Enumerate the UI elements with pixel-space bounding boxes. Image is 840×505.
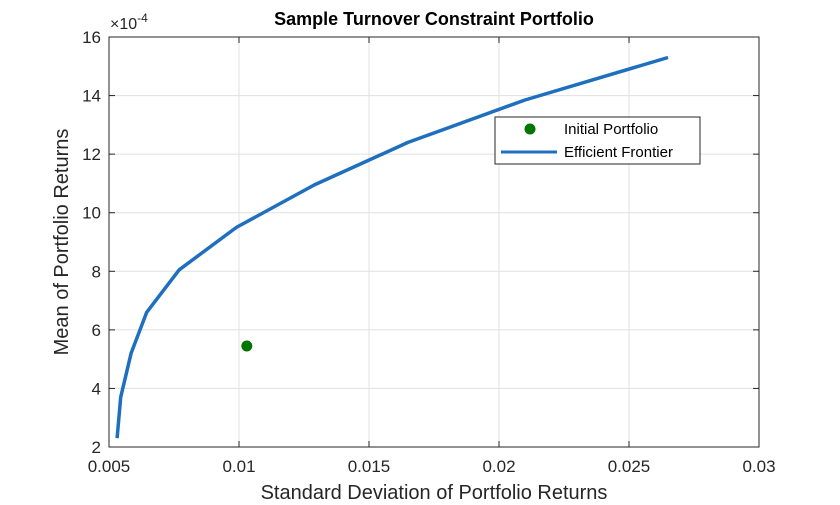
plot-content	[115, 55, 669, 439]
x-tick-label: 0.015	[348, 457, 391, 476]
y-tick-label: 6	[92, 321, 101, 340]
initial-portfolio-point	[241, 340, 253, 352]
ticks	[108, 36, 760, 448]
plot-area	[109, 37, 759, 447]
y-tick-label: 10	[82, 204, 101, 223]
y-tick-label: 8	[92, 262, 101, 281]
legend-marker-initial-portfolio	[524, 123, 536, 135]
efficient-frontier-line	[115, 55, 669, 439]
x-axis-label: Standard Deviation of Portfolio Returns	[261, 482, 608, 504]
y-tick-label: 16	[82, 28, 101, 47]
y-exponent-base: ×10	[110, 16, 137, 33]
x-tick-label: 0.03	[742, 457, 775, 476]
x-tick-label: 0.02	[482, 457, 515, 476]
y-axis-label: Mean of Portfolio Returns	[51, 129, 73, 356]
x-tick-label: 0.01	[222, 457, 255, 476]
tick-labels: 0.005 0.01 0.015 0.02 0.025 0.03 2 4 6 8 10 12 14 16	[82, 28, 775, 476]
y-exponent-label: ×10-4	[110, 11, 148, 33]
plot-frame	[108, 36, 760, 448]
chart-title: Sample Turnover Constraint Portfolio	[274, 9, 594, 29]
x-tick-label: 0.005	[88, 457, 131, 476]
legend-label-initial-portfolio: Initial Portfolio	[564, 121, 658, 138]
y-tick-label: 4	[92, 379, 101, 398]
legend: Initial Portfolio Efficient Frontier	[494, 116, 701, 165]
y-tick-label: 14	[82, 87, 101, 106]
y-tick-label: 2	[92, 438, 101, 457]
legend-label-efficient-frontier: Efficient Frontier	[564, 144, 673, 161]
x-tick-label: 0.025	[608, 457, 651, 476]
y-exponent-power: -4	[137, 11, 148, 25]
y-tick-label: 12	[82, 145, 101, 164]
